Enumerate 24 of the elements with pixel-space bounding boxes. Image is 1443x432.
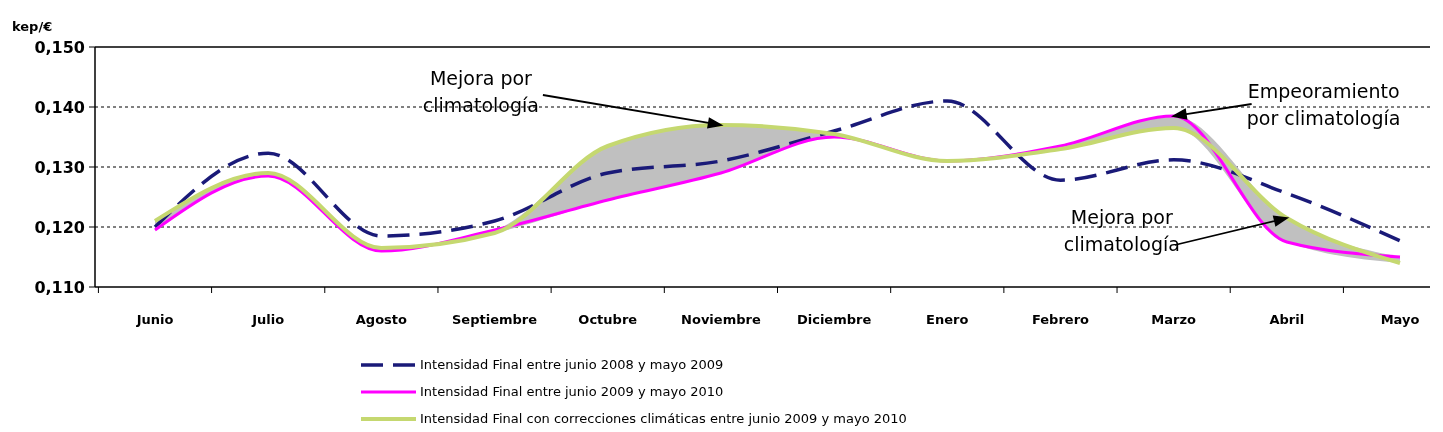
legend-label: Intensidad Final con correcciones climáticas entre junio 2009 y mayo 2010 bbox=[420, 411, 907, 426]
annotation: Empeoramiento por climatología bbox=[1246, 80, 1401, 129]
legend-label: Intensidad Final entre junio 2008 y mayo 2009 bbox=[420, 357, 724, 372]
annotation: Mejora por climatología bbox=[422, 67, 539, 116]
y-tick-label: 0,130 bbox=[34, 157, 85, 177]
x-tick-label: Septiembre bbox=[452, 312, 538, 327]
x-tick-label: Mayo bbox=[1380, 312, 1420, 327]
x-tick-label: Abril bbox=[1269, 312, 1305, 327]
annotation: Mejora por climatología bbox=[1063, 206, 1180, 255]
x-tick-label: Octubre bbox=[578, 312, 638, 327]
x-tick-label: Agosto bbox=[355, 312, 408, 327]
x-tick-label: Junio bbox=[135, 312, 174, 327]
x-tick-label: Diciembre bbox=[796, 312, 872, 327]
x-tick-label: Noviembre bbox=[681, 312, 761, 327]
legend-label: Intensidad Final entre junio 2009 y mayo 2010 bbox=[420, 384, 724, 399]
y-tick-label: 0,120 bbox=[34, 217, 85, 237]
x-tick-label: Enero bbox=[926, 312, 969, 327]
y-axis-title: kep/€ bbox=[12, 19, 53, 34]
x-tick-label: Julio bbox=[251, 312, 285, 327]
y-tick-label: 0,140 bbox=[34, 97, 85, 117]
y-tick-label: 0,110 bbox=[34, 277, 85, 297]
x-tick-label: Febrero bbox=[1031, 312, 1090, 327]
x-tick-label: Marzo bbox=[1151, 312, 1197, 327]
y-tick-label: 0,150 bbox=[34, 37, 85, 57]
